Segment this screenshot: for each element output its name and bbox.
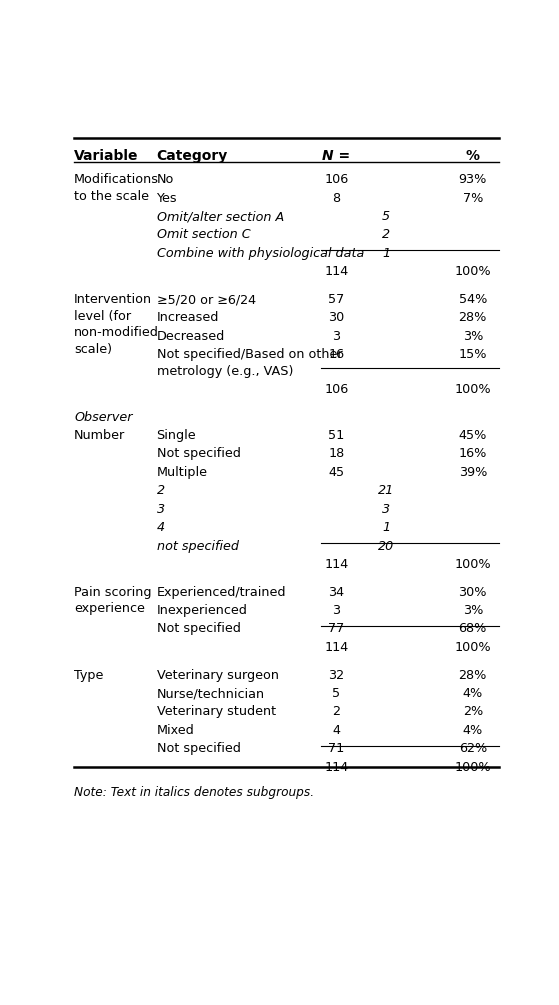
Text: 3: 3 bbox=[382, 502, 390, 516]
Text: %: % bbox=[466, 149, 480, 163]
Text: 54%: 54% bbox=[458, 293, 487, 306]
Text: 16%: 16% bbox=[458, 447, 487, 460]
Text: Single: Single bbox=[157, 429, 196, 442]
Text: 15%: 15% bbox=[458, 349, 487, 361]
Text: 3%: 3% bbox=[463, 330, 483, 343]
Text: 3%: 3% bbox=[463, 604, 483, 617]
Text: Inexperienced: Inexperienced bbox=[157, 604, 248, 617]
Text: Type: Type bbox=[74, 668, 103, 681]
Text: 45: 45 bbox=[328, 466, 344, 478]
Text: Not specified/Based on other
metrology (e.g., VAS): Not specified/Based on other metrology (… bbox=[157, 349, 342, 378]
Text: 106: 106 bbox=[324, 383, 348, 396]
Text: Not specified: Not specified bbox=[157, 743, 240, 756]
Text: 2: 2 bbox=[157, 484, 165, 497]
Text: 3: 3 bbox=[332, 604, 340, 617]
Text: Yes: Yes bbox=[157, 192, 177, 205]
Text: 32: 32 bbox=[328, 668, 344, 681]
Text: Pain scoring
experience: Pain scoring experience bbox=[74, 586, 151, 615]
Text: Experienced/trained: Experienced/trained bbox=[157, 586, 286, 599]
Text: Modifications
to the scale: Modifications to the scale bbox=[74, 173, 159, 203]
Text: Nurse/technician: Nurse/technician bbox=[157, 687, 264, 700]
Text: 4: 4 bbox=[157, 522, 165, 534]
Text: 3: 3 bbox=[157, 502, 165, 516]
Text: 45%: 45% bbox=[458, 429, 487, 442]
Text: 100%: 100% bbox=[454, 558, 491, 571]
Text: Intervention
level (for
non-modified
scale): Intervention level (for non-modified sca… bbox=[74, 293, 159, 356]
Text: 3: 3 bbox=[332, 330, 340, 343]
Text: 5: 5 bbox=[382, 210, 390, 223]
Text: Increased: Increased bbox=[157, 312, 219, 325]
Text: Veterinary surgeon: Veterinary surgeon bbox=[157, 668, 278, 681]
Text: Variable: Variable bbox=[74, 149, 139, 163]
Text: 77: 77 bbox=[328, 622, 344, 635]
Text: 62%: 62% bbox=[458, 743, 487, 756]
Text: Observer: Observer bbox=[74, 411, 132, 423]
Text: 30%: 30% bbox=[458, 586, 487, 599]
Text: not specified: not specified bbox=[157, 540, 239, 553]
Text: 114: 114 bbox=[324, 761, 348, 774]
Text: 100%: 100% bbox=[454, 641, 491, 654]
Text: 2%: 2% bbox=[463, 706, 483, 719]
Text: 114: 114 bbox=[324, 265, 348, 278]
Text: 2: 2 bbox=[332, 706, 340, 719]
Text: 51: 51 bbox=[328, 429, 344, 442]
Text: 8: 8 bbox=[332, 192, 340, 205]
Text: 93%: 93% bbox=[458, 173, 487, 186]
Text: 100%: 100% bbox=[454, 383, 491, 396]
Text: Combine with physiological data: Combine with physiological data bbox=[157, 247, 364, 260]
Text: 4%: 4% bbox=[463, 724, 483, 737]
Text: Mixed: Mixed bbox=[157, 724, 195, 737]
Text: ≥5/20 or ≥6/24: ≥5/20 or ≥6/24 bbox=[157, 293, 255, 306]
Text: Number: Number bbox=[74, 429, 125, 442]
Text: Veterinary student: Veterinary student bbox=[157, 706, 276, 719]
Text: Omit/alter section A: Omit/alter section A bbox=[157, 210, 284, 223]
Text: Decreased: Decreased bbox=[157, 330, 225, 343]
Text: 4: 4 bbox=[332, 724, 340, 737]
Text: 2: 2 bbox=[382, 228, 390, 241]
Text: 1: 1 bbox=[382, 247, 390, 260]
Text: 100%: 100% bbox=[454, 761, 491, 774]
Text: 39%: 39% bbox=[458, 466, 487, 478]
Text: 114: 114 bbox=[324, 558, 348, 571]
Text: 21: 21 bbox=[378, 484, 394, 497]
Text: Note: Text in italics denotes subgroups.: Note: Text in italics denotes subgroups. bbox=[74, 787, 314, 800]
Text: 5: 5 bbox=[332, 687, 340, 700]
Text: 68%: 68% bbox=[458, 622, 487, 635]
Text: 4%: 4% bbox=[463, 687, 483, 700]
Text: Not specified: Not specified bbox=[157, 447, 240, 460]
Text: 71: 71 bbox=[328, 743, 344, 756]
Text: 57: 57 bbox=[328, 293, 344, 306]
Text: Omit section C: Omit section C bbox=[157, 228, 250, 241]
Text: Category: Category bbox=[157, 149, 228, 163]
Text: 34: 34 bbox=[328, 586, 344, 599]
Text: 114: 114 bbox=[324, 641, 348, 654]
Text: 30: 30 bbox=[328, 312, 344, 325]
Text: 18: 18 bbox=[328, 447, 344, 460]
Text: 20: 20 bbox=[378, 540, 394, 553]
Text: 16: 16 bbox=[328, 349, 344, 361]
Text: 7%: 7% bbox=[463, 192, 483, 205]
Text: 100%: 100% bbox=[454, 265, 491, 278]
Text: N =: N = bbox=[322, 149, 350, 163]
Text: 106: 106 bbox=[324, 173, 348, 186]
Text: 28%: 28% bbox=[458, 312, 487, 325]
Text: Multiple: Multiple bbox=[157, 466, 207, 478]
Text: No: No bbox=[157, 173, 174, 186]
Text: 28%: 28% bbox=[458, 668, 487, 681]
Text: Not specified: Not specified bbox=[157, 622, 240, 635]
Text: 1: 1 bbox=[382, 522, 390, 534]
